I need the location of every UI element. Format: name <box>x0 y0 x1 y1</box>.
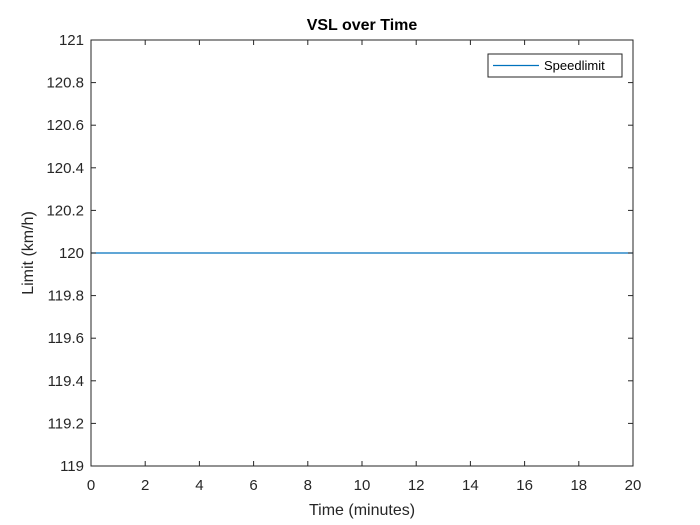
x-tick-label: 6 <box>249 477 257 494</box>
x-tick-label: 4 <box>195 477 203 494</box>
x-tick-label: 14 <box>462 477 479 494</box>
x-tick-label: 10 <box>354 477 371 494</box>
x-tick-label: 8 <box>304 477 312 494</box>
y-tick-label: 119.2 <box>48 415 84 432</box>
axes-box <box>90 39 634 467</box>
y-tick-label: 120.2 <box>46 202 84 219</box>
y-tick-label: 120.6 <box>46 117 84 134</box>
x-tick-label: 2 <box>141 477 149 494</box>
chart-title: VSL over Time <box>307 17 418 34</box>
y-tick-label: 121 <box>59 32 84 49</box>
x-tick-label: 18 <box>570 477 587 494</box>
y-tick-label: 120.4 <box>46 160 84 177</box>
y-tick-label: 119.4 <box>48 373 84 390</box>
y-tick-label: 119.8 <box>48 288 84 305</box>
y-axis-label: Limit (km/h) <box>20 211 37 295</box>
y-tick-labels: 119 119.2 119.4 119.6 119.8 120 120.2 120.4 120.… <box>46 32 84 475</box>
legend-box <box>487 53 623 78</box>
x-tick-label: 20 <box>625 477 642 494</box>
legend: Speedlimit <box>487 53 623 78</box>
x-axis-label: Time (minutes) <box>309 502 415 519</box>
x-tick-label: 0 <box>87 477 95 494</box>
y-tick-label: 119.6 <box>48 330 84 347</box>
x-tick-labels: 0 2 4 6 8 10 12 14 16 18 20 <box>87 477 642 494</box>
x-tick-label: 16 <box>516 477 533 494</box>
legend-label-speedlimit: Speedlimit <box>544 58 605 73</box>
y-tick-label: 119 <box>60 458 84 475</box>
y-tick-label: 120.8 <box>46 75 84 92</box>
y-tick-label: 120 <box>59 245 84 262</box>
x-tick-label: 12 <box>408 477 425 494</box>
